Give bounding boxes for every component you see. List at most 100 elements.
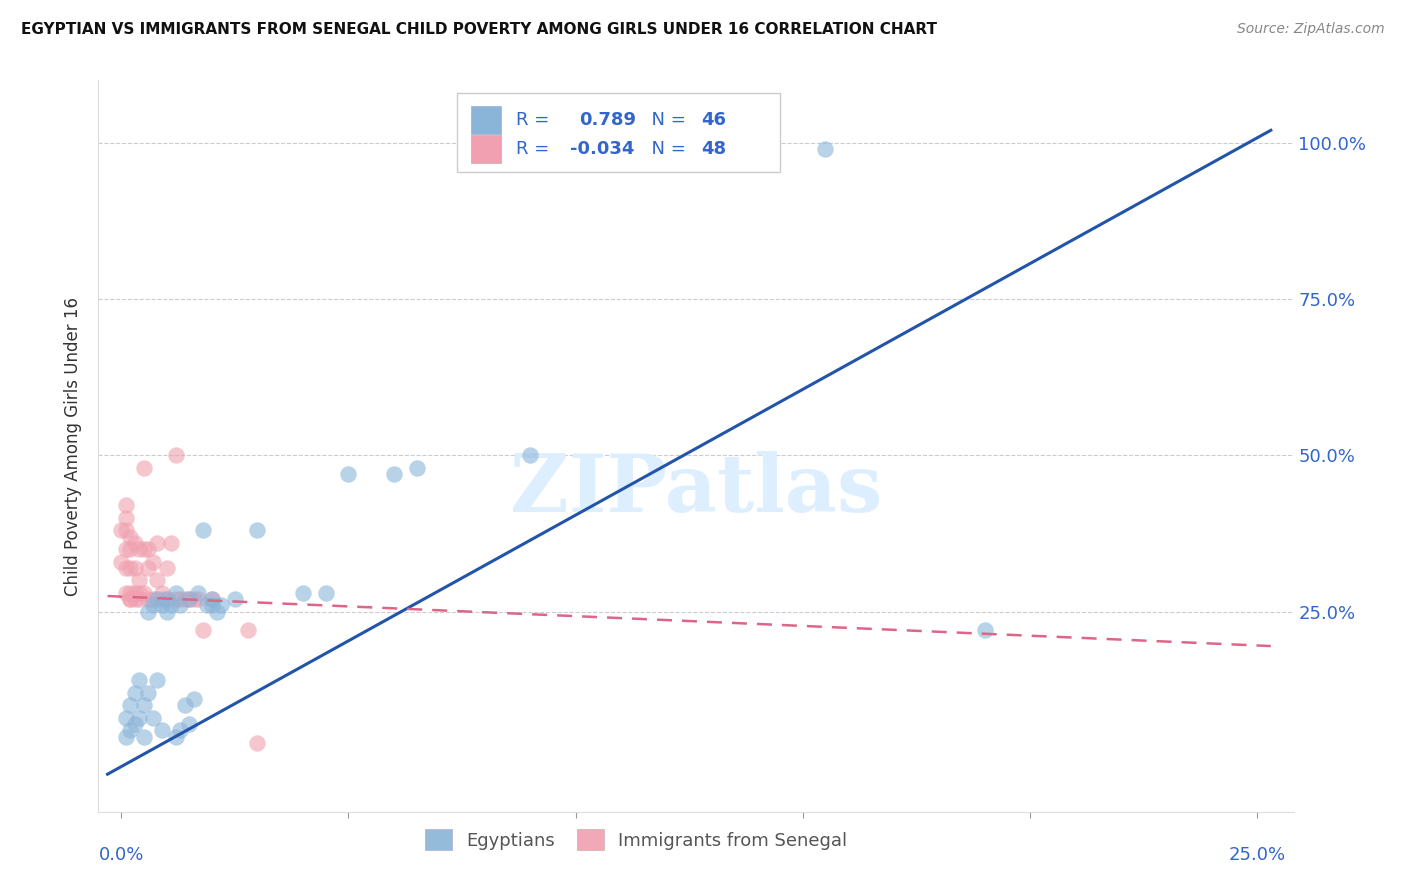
Point: [110, 524, 132, 538]
Point: [124, 717, 146, 731]
Point: [120, 698, 142, 713]
Point: [114, 511, 136, 525]
Point: [114, 542, 136, 557]
Point: [201, 592, 224, 607]
Text: Source: ZipAtlas.com: Source: ZipAtlas.com: [1237, 22, 1385, 37]
Point: [169, 723, 191, 738]
Point: [197, 599, 219, 613]
Point: [132, 586, 155, 600]
Point: [246, 736, 269, 750]
Point: [138, 592, 160, 607]
Point: [150, 592, 173, 607]
Text: 48: 48: [700, 140, 725, 158]
Point: [155, 605, 177, 619]
Point: [114, 730, 136, 744]
Point: [169, 599, 191, 613]
Text: 0.0%: 0.0%: [98, 847, 143, 864]
Point: [128, 542, 150, 557]
Text: R =: R =: [516, 140, 554, 158]
Point: [132, 730, 155, 744]
Point: [246, 524, 269, 538]
Point: [114, 561, 136, 575]
Point: [138, 686, 160, 700]
Point: [337, 467, 360, 482]
Point: [315, 586, 337, 600]
Point: [146, 574, 169, 588]
Point: [191, 524, 214, 538]
Point: [405, 461, 427, 475]
Text: EGYPTIAN VS IMMIGRANTS FROM SENEGAL CHILD POVERTY AMONG GIRLS UNDER 16 CORRELATI: EGYPTIAN VS IMMIGRANTS FROM SENEGAL CHIL…: [21, 22, 936, 37]
Point: [120, 586, 142, 600]
Text: N =: N =: [640, 111, 692, 128]
Point: [160, 599, 183, 613]
Point: [382, 467, 405, 482]
Point: [128, 592, 150, 607]
Point: [128, 673, 150, 688]
FancyBboxPatch shape: [457, 93, 780, 171]
Point: [138, 605, 160, 619]
Point: [169, 592, 191, 607]
Point: [120, 530, 142, 544]
Point: [165, 586, 187, 600]
Point: [146, 673, 169, 688]
Point: [120, 592, 142, 607]
Point: [238, 624, 260, 638]
Point: [110, 555, 132, 569]
Point: [173, 592, 195, 607]
Y-axis label: Child Poverty Among Girls Under 16: Child Poverty Among Girls Under 16: [65, 296, 83, 596]
Point: [205, 605, 228, 619]
Point: [191, 624, 214, 638]
Text: 0.789: 0.789: [579, 111, 636, 128]
Point: [519, 449, 541, 463]
Point: [132, 542, 155, 557]
Point: [150, 586, 173, 600]
Text: N =: N =: [640, 140, 692, 158]
Bar: [471, 136, 501, 163]
Point: [142, 711, 165, 725]
Point: [187, 592, 209, 607]
Point: [142, 599, 165, 613]
Point: [120, 561, 142, 575]
Point: [132, 461, 155, 475]
Point: [150, 723, 173, 738]
Point: [165, 449, 187, 463]
Point: [120, 542, 142, 557]
Point: [209, 599, 232, 613]
Point: [150, 599, 173, 613]
Point: [128, 574, 150, 588]
Point: [142, 592, 165, 607]
Point: [814, 142, 837, 156]
Point: [183, 692, 205, 706]
Point: [155, 592, 177, 607]
Point: [114, 524, 136, 538]
Point: [179, 592, 201, 607]
Point: [114, 586, 136, 600]
Text: R =: R =: [516, 111, 560, 128]
Point: [120, 592, 142, 607]
Point: [187, 586, 209, 600]
Legend: Egyptians, Immigrants from Senegal: Egyptians, Immigrants from Senegal: [418, 822, 855, 857]
Point: [179, 592, 201, 607]
Bar: [471, 106, 501, 134]
Text: 25.0%: 25.0%: [1229, 847, 1285, 864]
Point: [138, 542, 160, 557]
Point: [142, 555, 165, 569]
Point: [201, 592, 224, 607]
Point: [291, 586, 314, 600]
Point: [128, 586, 150, 600]
Text: -0.034: -0.034: [571, 140, 636, 158]
Point: [124, 586, 146, 600]
Point: [165, 592, 187, 607]
Point: [120, 723, 142, 738]
Point: [973, 624, 995, 638]
Text: 46: 46: [700, 111, 725, 128]
Text: ZIPatlas: ZIPatlas: [510, 450, 882, 529]
Point: [224, 592, 246, 607]
Point: [114, 499, 136, 513]
Point: [128, 711, 150, 725]
Point: [173, 698, 195, 713]
Point: [160, 536, 183, 550]
Point: [124, 686, 146, 700]
Point: [132, 698, 155, 713]
Point: [179, 717, 201, 731]
